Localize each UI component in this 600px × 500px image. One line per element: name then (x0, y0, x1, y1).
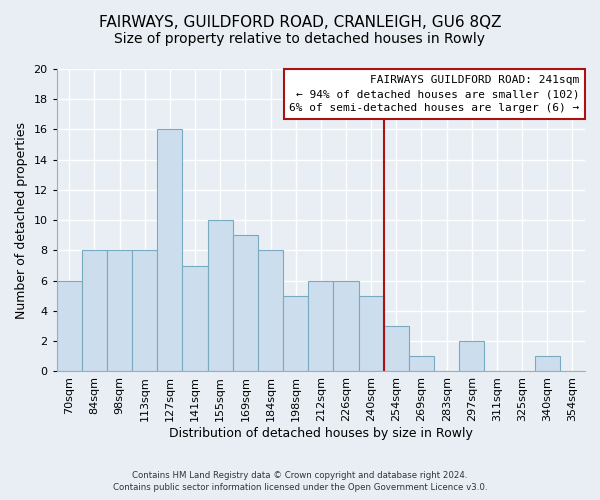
Bar (132, 250, 157, 372)
Bar (334, 280, 359, 372)
Bar (384, 326, 409, 372)
Bar (233, 236, 258, 372)
Bar (107, 250, 132, 372)
Bar (208, 220, 233, 372)
Bar (409, 356, 434, 372)
Y-axis label: Number of detached properties: Number of detached properties (15, 122, 28, 318)
Bar (283, 296, 308, 372)
Bar (535, 356, 560, 372)
Bar (359, 296, 384, 372)
X-axis label: Distribution of detached houses by size in Rowly: Distribution of detached houses by size … (169, 427, 473, 440)
Bar (308, 280, 334, 372)
Text: Size of property relative to detached houses in Rowly: Size of property relative to detached ho… (115, 32, 485, 46)
Bar (258, 250, 283, 372)
Text: Contains HM Land Registry data © Crown copyright and database right 2024.
Contai: Contains HM Land Registry data © Crown c… (113, 471, 487, 492)
Bar (82, 250, 107, 372)
Text: FAIRWAYS, GUILDFORD ROAD, CRANLEIGH, GU6 8QZ: FAIRWAYS, GUILDFORD ROAD, CRANLEIGH, GU6… (99, 15, 501, 30)
Bar (57, 280, 82, 372)
Bar (459, 341, 484, 372)
Bar (157, 130, 182, 372)
Bar (182, 266, 208, 372)
Text: FAIRWAYS GUILDFORD ROAD: 241sqm
← 94% of detached houses are smaller (102)
6% of: FAIRWAYS GUILDFORD ROAD: 241sqm ← 94% of… (289, 75, 580, 113)
